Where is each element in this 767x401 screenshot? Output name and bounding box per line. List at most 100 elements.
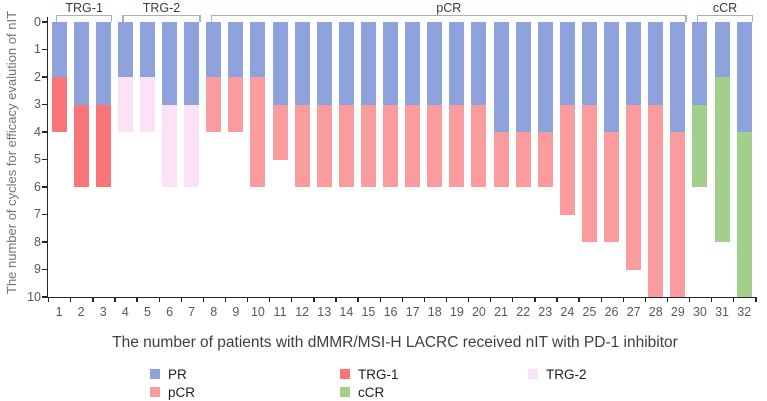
y-axis-tick bbox=[42, 241, 47, 243]
y-axis-tick bbox=[42, 48, 47, 51]
x-axis-category-label: 14 bbox=[339, 304, 354, 319]
x-axis-title: The number of patients with dMMR/MSI-H L… bbox=[112, 334, 678, 351]
x-axis-tick bbox=[401, 297, 403, 302]
x-axis-tick bbox=[688, 297, 691, 302]
x-axis-category-label: 10 bbox=[250, 304, 265, 319]
x-axis-tick bbox=[490, 297, 492, 302]
group-bracket-end bbox=[110, 15, 113, 22]
bar-segment-pr bbox=[117, 22, 133, 77]
bar-segment-pr bbox=[206, 22, 222, 77]
bar-segment-pr bbox=[626, 22, 642, 105]
y-axis-tick-label: 10 bbox=[27, 289, 41, 304]
bar-segment-pr bbox=[427, 22, 443, 105]
group-bracket-end bbox=[751, 15, 754, 22]
x-axis-category-label: 28 bbox=[648, 304, 663, 319]
x-axis-category-label: 23 bbox=[538, 304, 553, 319]
x-axis-tick bbox=[246, 297, 249, 302]
bar-segment-pcr bbox=[515, 132, 531, 187]
y-axis-tick-label: 2 bbox=[34, 69, 41, 84]
x-axis-tick bbox=[269, 297, 271, 302]
bar-segment-pr bbox=[537, 22, 553, 132]
x-axis-tick bbox=[445, 297, 448, 302]
bar-segment-pr bbox=[648, 22, 664, 105]
bar-segment-pcr bbox=[559, 104, 575, 215]
x-axis-category-label: 29 bbox=[670, 304, 685, 319]
x-axis-category-label: 24 bbox=[560, 304, 575, 319]
x-axis-tick bbox=[291, 297, 293, 302]
legend-swatch-trg-1 bbox=[340, 369, 350, 379]
bar-segment-pcr bbox=[360, 104, 376, 187]
bar-segment-pcr bbox=[228, 77, 244, 132]
y-axis-tick bbox=[42, 158, 47, 161]
x-axis-tick bbox=[180, 297, 182, 302]
bar-segment-pr bbox=[493, 22, 509, 132]
x-axis-tick bbox=[556, 297, 558, 302]
x-axis-tick bbox=[711, 297, 713, 302]
bar-segment-pcr bbox=[449, 104, 465, 187]
x-axis-category-label: 21 bbox=[494, 304, 508, 319]
bar-segment-pr bbox=[162, 22, 178, 105]
x-axis-tick bbox=[114, 297, 116, 302]
legend: PR TRG-1 TRG-2 pCR cCR bbox=[150, 366, 698, 400]
legend-item-trg-1: TRG-1 bbox=[340, 366, 528, 382]
bar-segment-pr bbox=[338, 22, 354, 105]
legend-item-pcr: pCR bbox=[150, 384, 340, 400]
x-axis-category-label: 26 bbox=[604, 304, 619, 319]
x-axis-category-label: 20 bbox=[471, 304, 486, 319]
x-axis-tick bbox=[644, 297, 647, 302]
y-axis-tick-label: 3 bbox=[34, 97, 41, 111]
bar-segment-pr bbox=[184, 22, 200, 105]
x-axis-category-label: 2 bbox=[77, 304, 85, 319]
bar-segment-pr bbox=[604, 22, 620, 132]
y-axis-tick-label: 0 bbox=[34, 14, 41, 29]
bar-segment-pcr bbox=[581, 104, 597, 242]
x-axis-tick bbox=[70, 297, 72, 302]
legend-label: TRG-1 bbox=[358, 366, 399, 382]
x-axis-category-label: 32 bbox=[737, 304, 752, 319]
x-axis-tick bbox=[622, 297, 624, 302]
bar-segment-pcr bbox=[383, 104, 399, 187]
bar-segment-pr bbox=[51, 22, 67, 77]
bar-segment-pcr bbox=[294, 104, 310, 187]
legend-swatch-trg-2 bbox=[528, 369, 538, 379]
bar-segment-pr bbox=[95, 22, 111, 105]
y-axis-tick-label: 7 bbox=[34, 207, 41, 221]
group-bracket-end bbox=[210, 15, 213, 22]
bar-segment-trg-1 bbox=[51, 77, 67, 132]
y-axis-title: The number of cycles for efficacy evalut… bbox=[4, 10, 19, 294]
bar-segment-pr bbox=[559, 22, 575, 105]
x-axis-category-label: 27 bbox=[626, 304, 641, 319]
x-axis-category-label: 15 bbox=[361, 304, 376, 319]
group-bracket-end bbox=[696, 15, 699, 22]
bar-segment-pr bbox=[449, 22, 465, 105]
bar-segment-pcr bbox=[405, 104, 421, 187]
bar-segment-pcr bbox=[338, 104, 354, 187]
group-label-trg-2: TRG-2 bbox=[142, 0, 181, 15]
x-axis-tick bbox=[512, 297, 514, 302]
y-axis-tick bbox=[42, 268, 47, 271]
bar-segment-trg-2 bbox=[139, 77, 155, 132]
x-axis-category-label: 16 bbox=[383, 304, 398, 319]
x-axis-category-label: 6 bbox=[166, 304, 174, 319]
y-axis-tick bbox=[42, 186, 47, 188]
x-axis-tick bbox=[379, 297, 381, 302]
x-axis-category-label: 12 bbox=[295, 304, 310, 319]
x-axis-tick bbox=[48, 297, 50, 302]
bar-segment-pcr bbox=[537, 132, 553, 187]
x-axis-tick bbox=[733, 297, 735, 302]
x-axis-tick bbox=[467, 297, 470, 302]
x-axis-category-label: 3 bbox=[99, 304, 107, 319]
x-axis-tick bbox=[92, 297, 94, 302]
x-axis-category-label: 9 bbox=[232, 304, 240, 319]
bar-segment-pcr bbox=[206, 77, 222, 132]
x-axis-tick bbox=[158, 297, 160, 302]
bar-segment-pr bbox=[316, 22, 332, 105]
x-axis-line bbox=[46, 296, 757, 298]
bar-segment-pr bbox=[228, 22, 244, 77]
bar-segment-pr bbox=[250, 22, 266, 77]
x-axis-tick bbox=[335, 297, 337, 302]
y-axis-tick-label: 8 bbox=[34, 234, 41, 249]
x-axis-category-label: 7 bbox=[188, 304, 196, 319]
